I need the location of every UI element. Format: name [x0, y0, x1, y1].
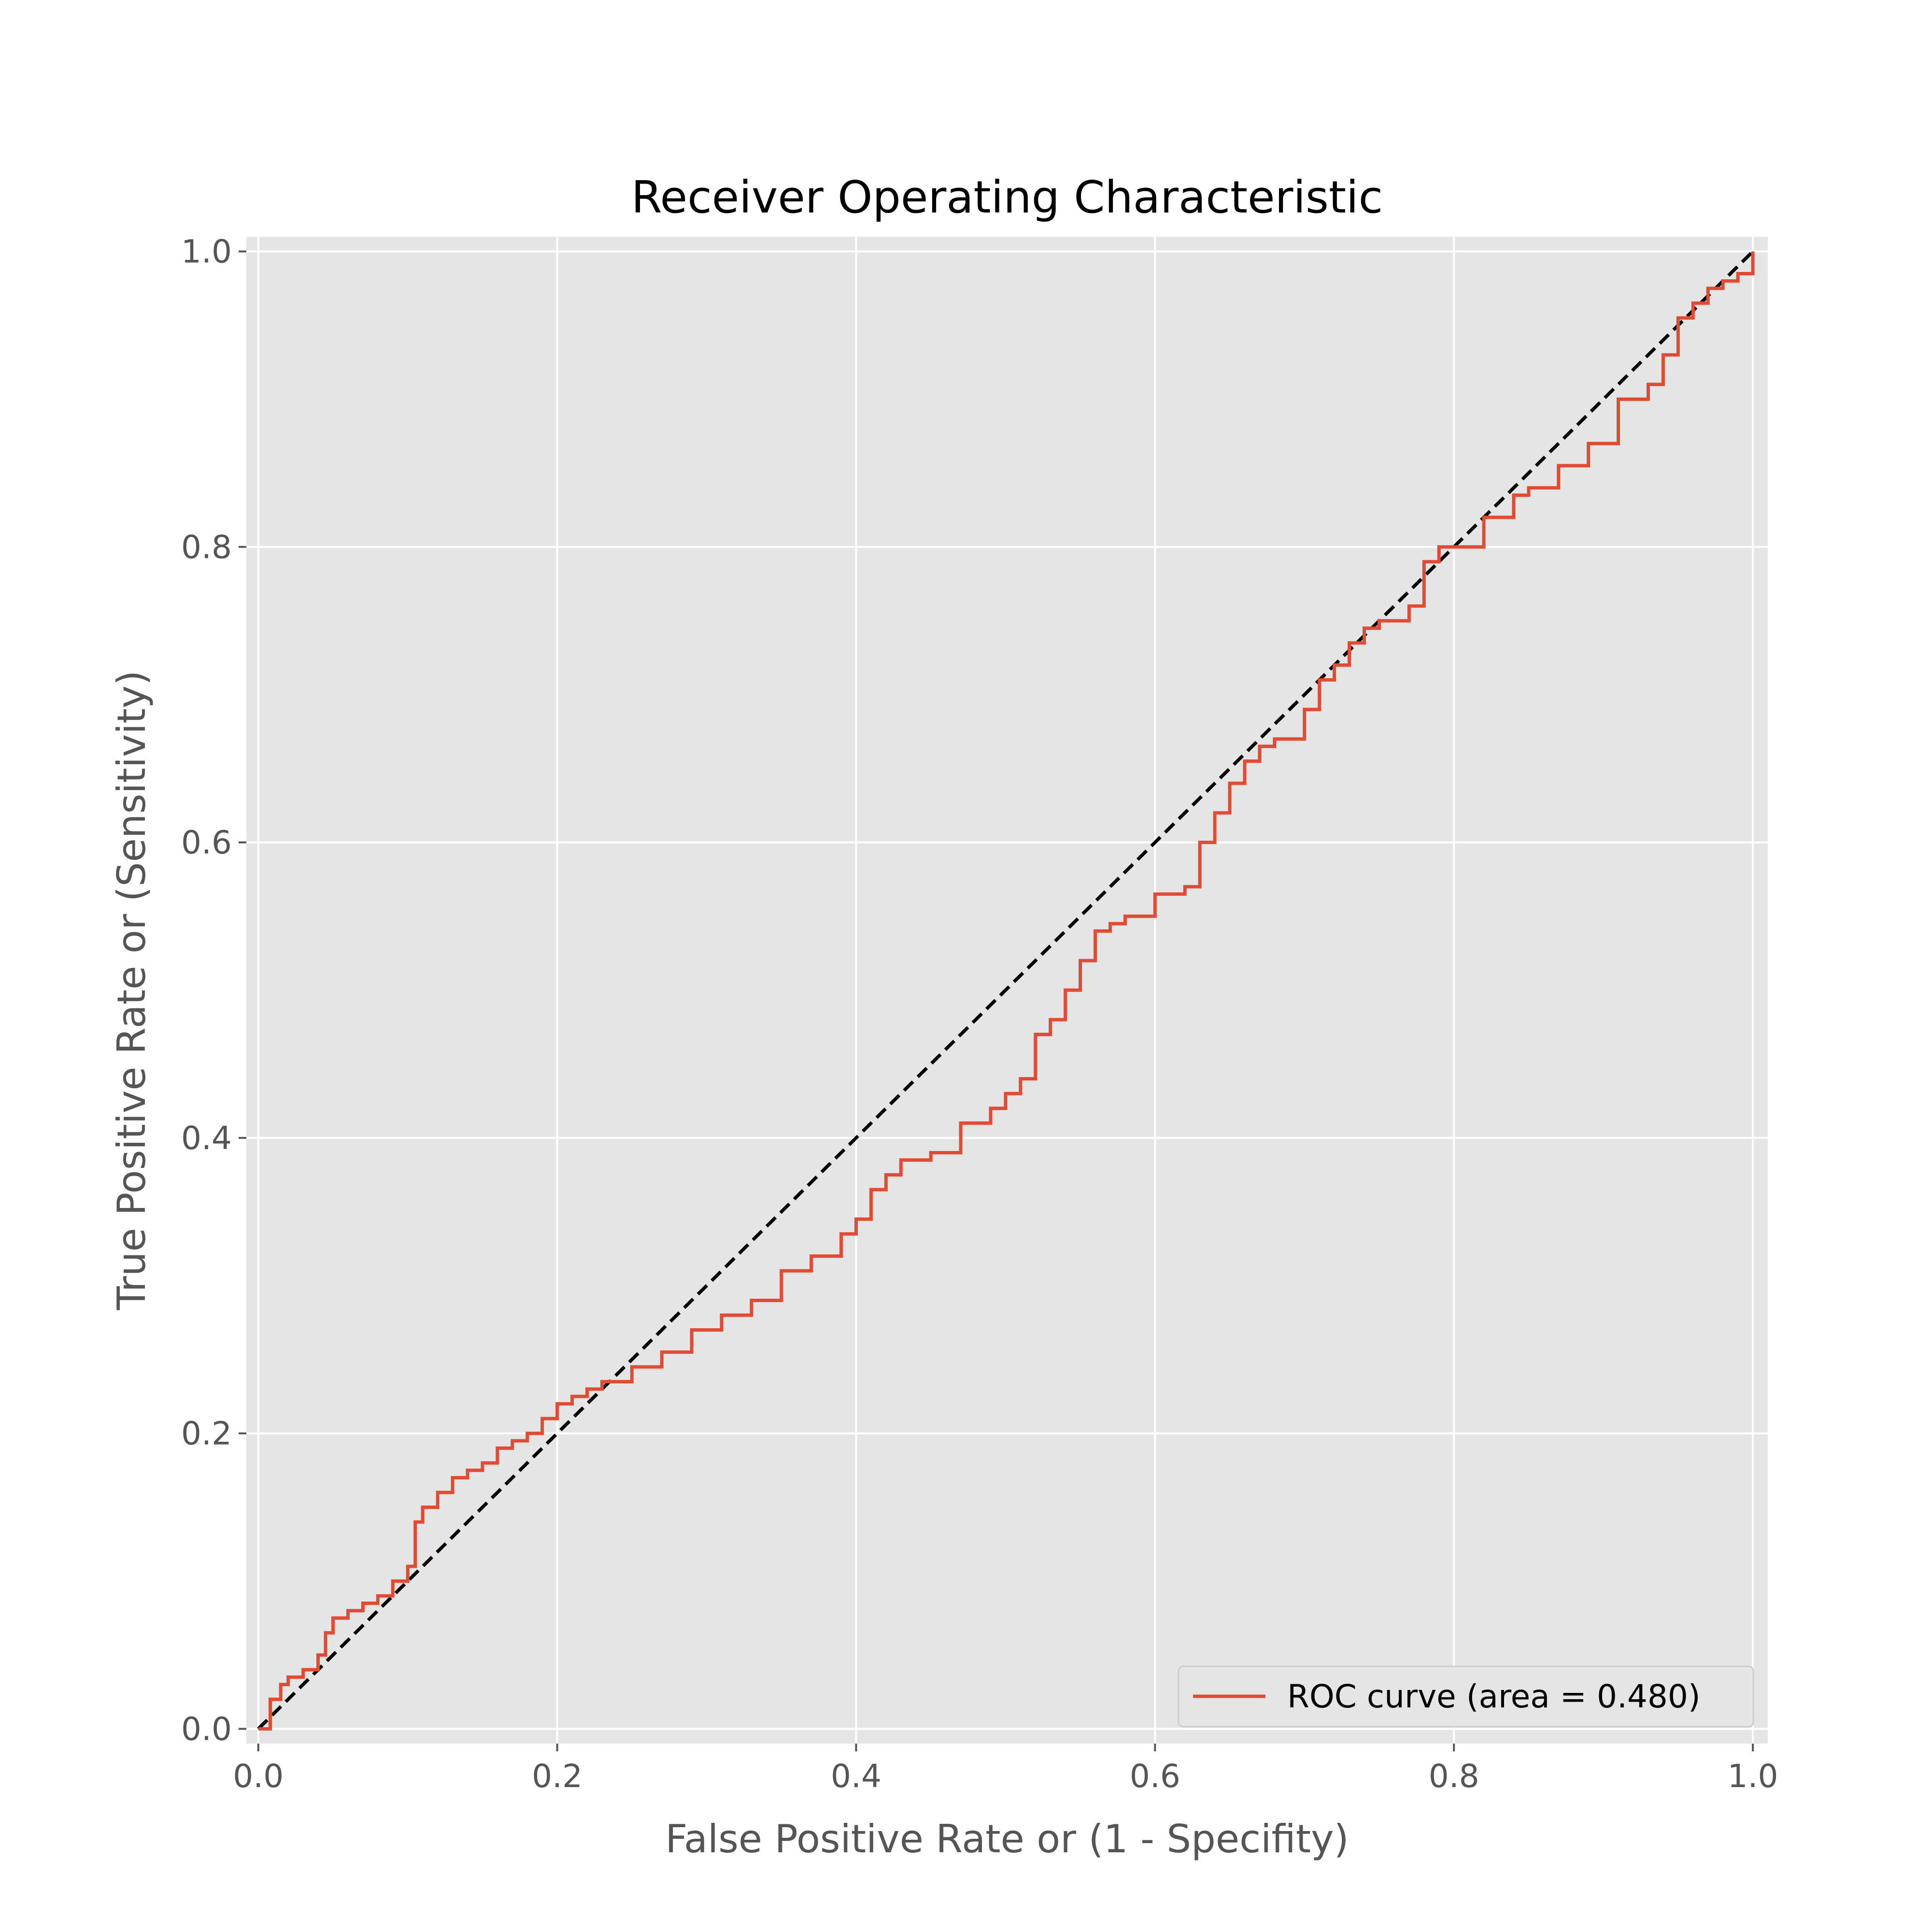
legend: ROC curve (area = 0.480): [1178, 1665, 1754, 1728]
x-tick-label: 0.0: [233, 1758, 284, 1795]
x-tick-label: 0.4: [831, 1758, 881, 1795]
y-tick-label: 1.0: [181, 233, 232, 270]
legend-entry-roc-curve: ROC curve (area = 0.480): [1287, 1678, 1701, 1715]
x-tick-label: 0.6: [1130, 1758, 1180, 1795]
y-tick-label: 0.6: [181, 824, 232, 861]
y-tick-label: 0.2: [181, 1415, 232, 1452]
roc-curve-line: [258, 251, 1755, 1731]
legend-box: [1178, 1665, 1754, 1728]
x-tick-label: 0.2: [532, 1758, 582, 1795]
grid-lines: [246, 237, 1768, 1744]
x-tick-label: 1.0: [1728, 1758, 1778, 1795]
x-tick-label: 0.8: [1429, 1758, 1479, 1795]
y-tick-label: 0.8: [181, 528, 232, 566]
series-layer: [257, 250, 1755, 1731]
y-tick-label: 0.4: [181, 1120, 232, 1157]
y-tick-label: 0.0: [181, 1710, 232, 1747]
tick-marks: [239, 250, 1754, 1751]
chart-title: Receiver Operating Characteristic: [631, 171, 1383, 223]
x-axis-label: False Positive Rate or (1 - Specifity): [665, 1817, 1349, 1861]
diagonal-reference-line: [257, 250, 1754, 1730]
y-axis-label: True Positive Rate or (Sensitivity): [109, 670, 154, 1310]
